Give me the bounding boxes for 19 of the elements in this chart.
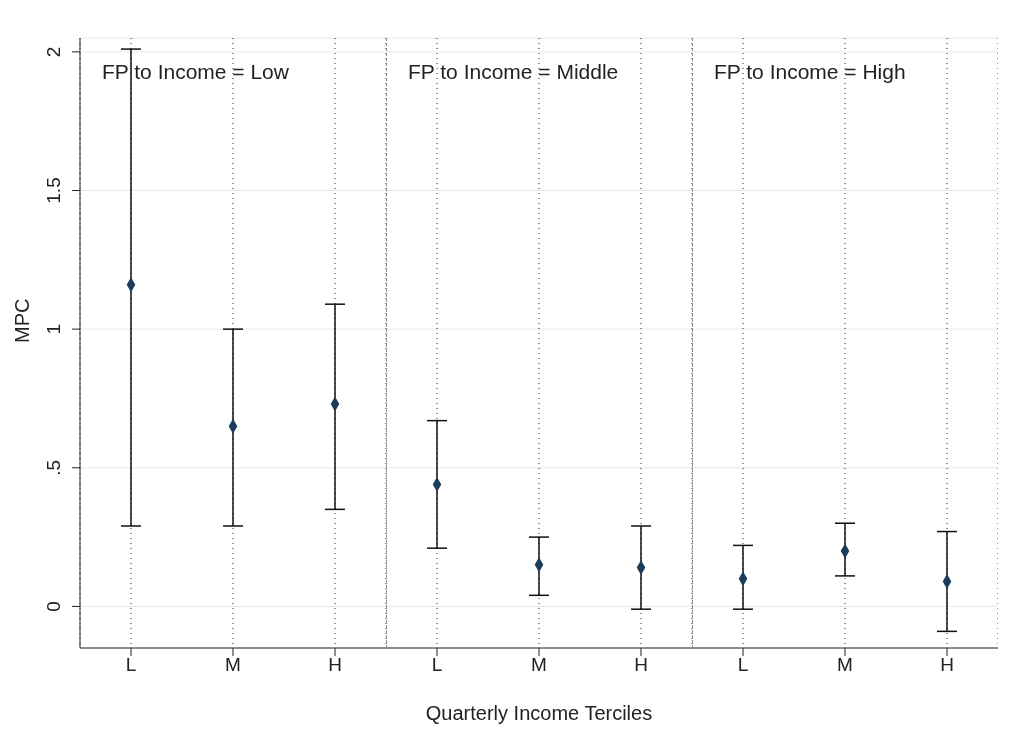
y-tick-label: 1.5 bbox=[43, 177, 64, 204]
x-axis-title: Quarterly Income Terciles bbox=[425, 702, 653, 724]
y-tick-label: 0 bbox=[43, 601, 64, 612]
y-axis-title: MPC bbox=[11, 298, 34, 343]
text: FP to Income = High bbox=[714, 60, 906, 84]
x-tick-label: M bbox=[225, 654, 241, 676]
y-tick-label: .5 bbox=[43, 459, 64, 476]
x-tick-label: M bbox=[531, 654, 547, 676]
y-tick-label: 1 bbox=[43, 323, 64, 335]
x-tick-label: L bbox=[125, 654, 137, 676]
y-tick-label: 2 bbox=[43, 46, 64, 58]
text: FP to Income = Middle bbox=[408, 60, 619, 84]
x-tick-label: H bbox=[328, 654, 342, 676]
x-tick-label: H bbox=[634, 654, 648, 676]
x-tick-label: M bbox=[837, 654, 853, 676]
x-tick-label: H bbox=[940, 654, 954, 676]
x-tick-label: L bbox=[431, 654, 443, 676]
x-tick-label: L bbox=[737, 654, 749, 676]
text: FP to Income = Low bbox=[102, 60, 289, 84]
